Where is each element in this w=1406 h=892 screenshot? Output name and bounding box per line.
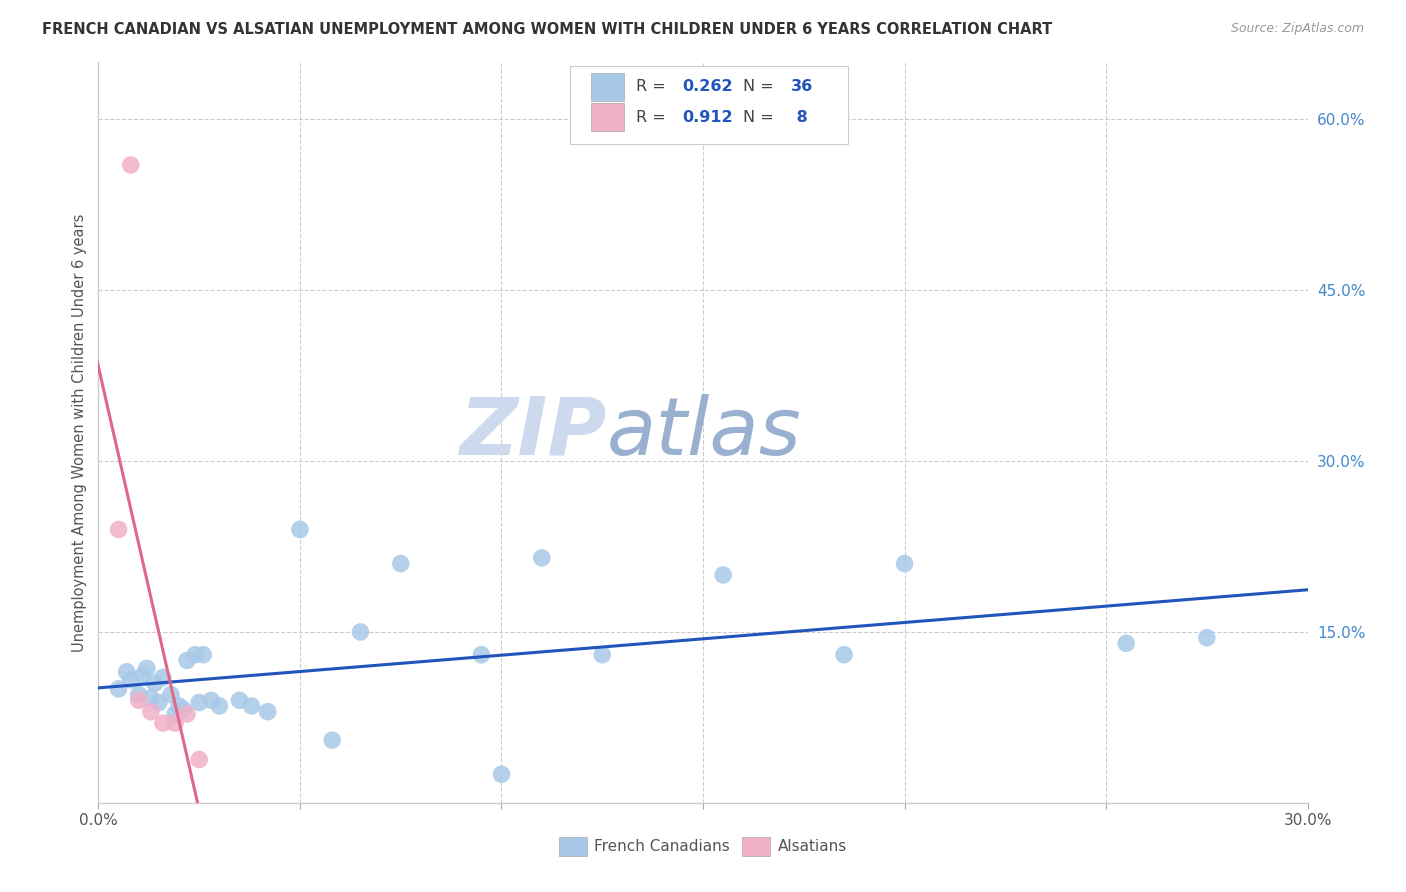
Point bbox=[256, 705, 278, 719]
Point bbox=[240, 698, 263, 713]
Point bbox=[163, 716, 186, 731]
Point bbox=[120, 158, 142, 172]
Point bbox=[228, 693, 250, 707]
Point bbox=[128, 693, 150, 707]
Y-axis label: Unemployment Among Women with Children Under 6 years: Unemployment Among Women with Children U… bbox=[72, 213, 87, 652]
Point bbox=[163, 706, 186, 721]
Point bbox=[172, 702, 194, 716]
Point bbox=[128, 688, 150, 702]
Bar bbox=[591, 73, 624, 101]
Point bbox=[200, 693, 222, 707]
Point bbox=[139, 705, 162, 719]
Point bbox=[389, 557, 412, 571]
Text: 8: 8 bbox=[792, 110, 808, 125]
Text: ZIP: ZIP bbox=[458, 393, 606, 472]
Text: N =: N = bbox=[742, 79, 779, 95]
Point bbox=[288, 523, 311, 537]
Point bbox=[193, 648, 215, 662]
Point bbox=[188, 696, 211, 710]
Point bbox=[321, 733, 343, 747]
Point bbox=[591, 648, 613, 662]
Point bbox=[1115, 636, 1137, 650]
Point bbox=[120, 673, 142, 687]
Point bbox=[132, 668, 155, 682]
Text: R =: R = bbox=[637, 79, 672, 95]
Point bbox=[139, 691, 162, 706]
Point bbox=[115, 665, 138, 679]
Text: atlas: atlas bbox=[606, 393, 801, 472]
Point bbox=[1195, 631, 1218, 645]
Point bbox=[184, 648, 207, 662]
Text: 0.262: 0.262 bbox=[682, 79, 733, 95]
Point bbox=[152, 671, 174, 685]
Point bbox=[167, 698, 190, 713]
Point bbox=[135, 661, 157, 675]
Point bbox=[176, 706, 198, 721]
Point bbox=[349, 624, 371, 639]
FancyBboxPatch shape bbox=[569, 66, 848, 144]
Point bbox=[470, 648, 492, 662]
Point bbox=[148, 696, 170, 710]
Point bbox=[832, 648, 855, 662]
Legend: French Canadians, Alsatians: French Canadians, Alsatians bbox=[553, 831, 853, 862]
Point bbox=[893, 557, 915, 571]
Text: Source: ZipAtlas.com: Source: ZipAtlas.com bbox=[1230, 22, 1364, 36]
Point bbox=[208, 698, 231, 713]
Point bbox=[143, 676, 166, 690]
Text: FRENCH CANADIAN VS ALSATIAN UNEMPLOYMENT AMONG WOMEN WITH CHILDREN UNDER 6 YEARS: FRENCH CANADIAN VS ALSATIAN UNEMPLOYMENT… bbox=[42, 22, 1053, 37]
Text: R =: R = bbox=[637, 110, 672, 125]
Bar bbox=[591, 103, 624, 131]
Text: N =: N = bbox=[742, 110, 779, 125]
Point bbox=[176, 653, 198, 667]
Point bbox=[530, 550, 553, 565]
Point bbox=[160, 688, 183, 702]
Text: 36: 36 bbox=[792, 79, 814, 95]
Point bbox=[107, 523, 129, 537]
Point bbox=[491, 767, 513, 781]
Point bbox=[711, 568, 734, 582]
Text: 0.912: 0.912 bbox=[682, 110, 733, 125]
Point bbox=[107, 681, 129, 696]
Point bbox=[152, 716, 174, 731]
Point bbox=[188, 752, 211, 766]
